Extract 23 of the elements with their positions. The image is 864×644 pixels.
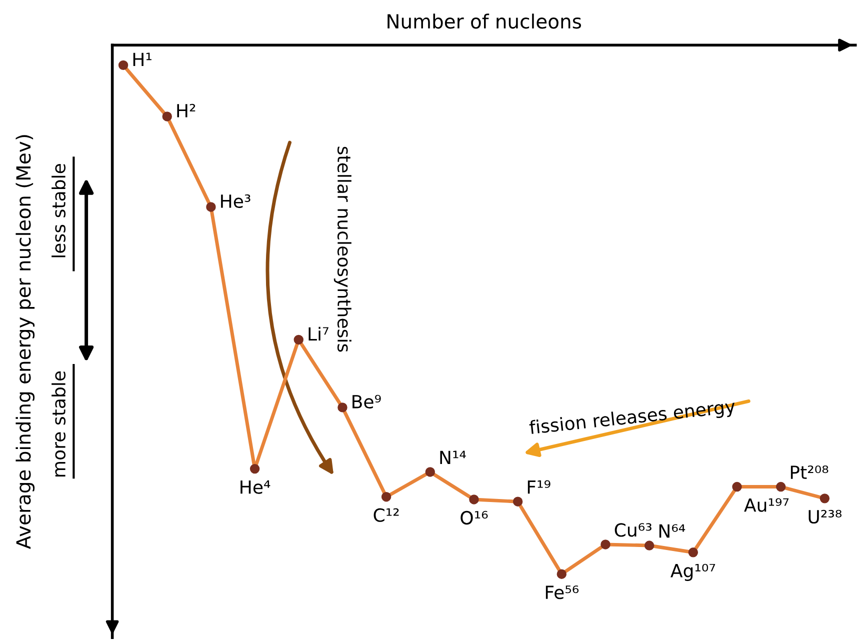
annotation: N⁶⁴ [659,524,686,538]
annotation: Au¹⁹⁷ [744,498,789,512]
annotation: He⁴ [240,480,270,494]
x-axis-title: Number of nucleons [388,14,582,29]
annotation: U²³⁸ [808,510,842,524]
annotation: He³ [221,194,250,208]
annotation: N¹⁴ [440,450,466,464]
annotation: H¹ [133,52,152,66]
annotation: O¹⁶ [460,510,488,525]
annotation: Cu⁶³ [614,523,652,537]
annotation: Pt²⁰⁸ [790,465,828,479]
text: more stable [52,371,66,476]
annotation: Be⁹ [352,394,381,409]
annotation: H² [177,104,196,118]
y-axis-title: Average binding energy per nucleon (Mev) [16,135,35,549]
annotation: C¹² [374,508,399,522]
annotation: fission releases energy [528,398,736,438]
text: less stable [52,164,66,258]
annotation: stellar nucleosynthesis [334,146,352,352]
annotation: Ag¹⁰⁷ [670,564,716,581]
annotation: F¹⁹ [528,480,550,494]
text: Fe⁵⁶ [546,586,579,600]
annotation: Li⁷ [308,326,328,341]
